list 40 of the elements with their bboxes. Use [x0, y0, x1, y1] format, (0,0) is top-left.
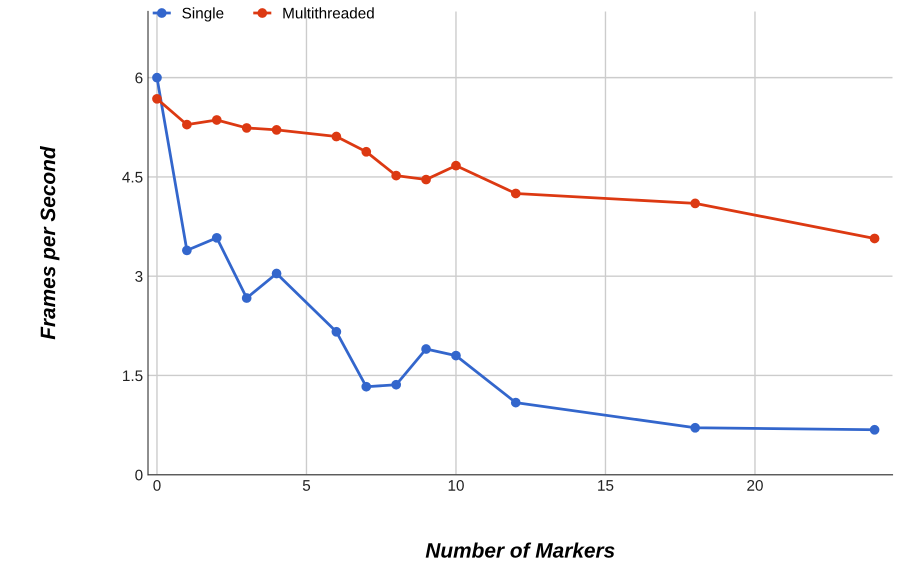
point: [361, 382, 372, 392]
point: [332, 132, 342, 142]
y-tick-label: 6: [135, 72, 142, 84]
legend-label: Multithreaded: [283, 7, 374, 19]
x-tick-label: 0: [153, 480, 161, 491]
point: [182, 120, 192, 130]
point: [212, 232, 222, 243]
x-axis-title: Number of Markers: [426, 542, 614, 558]
point: [212, 115, 222, 125]
point: [182, 246, 192, 256]
point: [690, 198, 700, 208]
point: [361, 146, 372, 157]
y-axis-title: Frames per Second: [40, 146, 60, 340]
legend-label: Single: [182, 7, 224, 22]
point: [451, 350, 461, 360]
point: [391, 170, 402, 180]
x-tick-label: 5: [302, 480, 310, 491]
point: [870, 234, 880, 244]
point: [870, 424, 880, 435]
y-tick-label: 4.5: [122, 172, 143, 183]
point: [451, 160, 461, 171]
point: [152, 72, 162, 82]
point: [152, 94, 162, 104]
y-tick-label: 3: [135, 271, 142, 282]
point: [510, 188, 521, 198]
point: [510, 398, 521, 408]
point: [332, 326, 342, 337]
point: [242, 123, 252, 133]
x-tick-label: 10: [448, 480, 464, 491]
point: [421, 344, 431, 354]
x-tick-label: 20: [747, 480, 763, 491]
x-tick-label: 15: [598, 480, 614, 491]
y-tick-label: 1.5: [123, 370, 143, 382]
point: [272, 268, 282, 278]
y-tick-label: 0: [135, 470, 143, 480]
point: [391, 380, 402, 390]
point: [421, 174, 431, 184]
point: [242, 293, 252, 303]
point: [690, 422, 700, 433]
point: [272, 125, 282, 135]
